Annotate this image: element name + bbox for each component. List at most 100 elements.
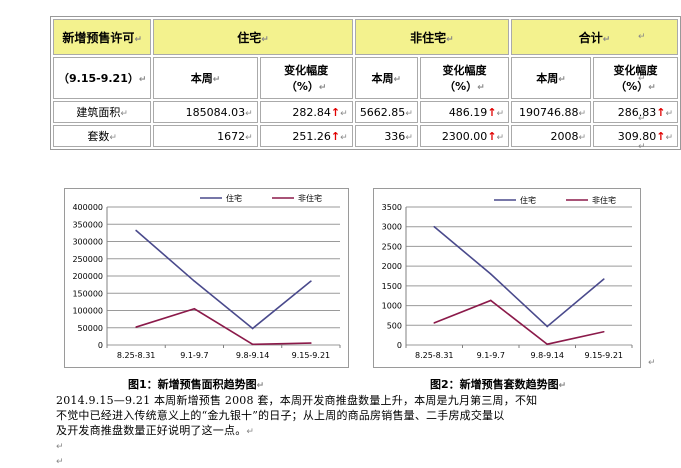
header-res-week: 本周↵ [153, 57, 258, 99]
paragraph-line: 及开发商推盘数量正好说明了这一点。↵ [56, 424, 255, 437]
y-tick-label: 200000 [72, 272, 103, 281]
data-point [251, 327, 254, 330]
series-line-1 [135, 307, 311, 346]
data-point [433, 322, 436, 324]
paragraph-mark: ↵ [648, 358, 656, 368]
table-header-row: 新增预售许可↵ 住宅↵ 非住宅↵ 合计↵ [53, 19, 678, 55]
units-trend-svg: 0 500 1000 1500 2000 2500 3000 3500 8.25-8.31 9.1… [382, 195, 633, 360]
chart1-caption: 图1：新增预售面积趋势图↵ [128, 378, 265, 391]
up-arrow-icon: ↑ [330, 129, 341, 143]
cell-res-change: 282.84↑↵ [259, 101, 353, 123]
chart-area-trend: 0 50000 100000 150000 200000 250000 300000 3500… [64, 188, 349, 368]
y-tick-label: 1000 [382, 302, 402, 311]
up-arrow-icon: ↑ [656, 129, 666, 143]
cell-tot-change: 309.80↑↵ [593, 125, 678, 147]
y-tick-label: 3000 [382, 223, 402, 232]
paragraph-mark: ↵ [56, 457, 64, 467]
y-tick-label: 0 [397, 341, 402, 350]
legend-label: 非住宅 [298, 193, 322, 203]
data-point [489, 299, 492, 302]
up-arrow-icon: ↑ [487, 129, 497, 143]
cell-non-change: 2300.00↑↵ [419, 125, 510, 147]
y-tick-label: 350000 [72, 220, 103, 229]
legend-label: 非住宅 [592, 195, 616, 205]
x-tick-label: 9.8-9.14 [236, 351, 269, 360]
header-non-residential: 非住宅↵ [354, 19, 510, 55]
data-point [135, 326, 137, 328]
table-row: 建筑面积↵ 185084.03↵ 282.84↑↵ 5662.85↵ 486.1… [53, 101, 678, 123]
x-tick-label: 9.1-9.7 [180, 351, 208, 360]
paragraph-mark: ↵ [638, 142, 646, 152]
table-subheader-row: （9.15-9.21）↵ 本周↵ 变化幅度 （%）↵ 本周↵ 变化幅度 （%）↵ 本… [53, 57, 678, 99]
cell-tot-week: 2008↵ [511, 125, 592, 147]
data-point [310, 342, 312, 344]
y-tick-label: 300000 [72, 238, 103, 247]
header-residential: 住宅↵ [153, 19, 353, 55]
cell-non-change: 486.19↑↵ [419, 101, 510, 123]
data-point [251, 343, 254, 346]
legend-label: 住宅 [520, 195, 536, 205]
y-tick-label: 0 [98, 341, 103, 350]
body-paragraph: 2014.9.15—9.21 本周新增预售 2008 套，本周开发商推盘数量上升… [56, 393, 636, 440]
paragraph-mark: ↵ [638, 114, 646, 124]
y-tick-label: 50000 [78, 324, 103, 333]
y-tick-label: 2500 [382, 242, 402, 251]
cell-tot-change: 286.83↑↵ [593, 101, 678, 123]
paragraph-line: 不觉中已经进入传统意义上的“金九银十”的日子；从上周的商品房销售量、二手房成交量… [56, 409, 505, 422]
data-point [135, 229, 137, 232]
series-line-0 [433, 226, 605, 328]
paragraph-line: 2014.9.15—9.21 本周新增预售 2008 套，本周开发商推盘数量上升… [56, 394, 538, 407]
data-point [602, 278, 605, 280]
x-tick-label: 9.15-9.21 [584, 351, 623, 360]
x-tick-label: 9.1-9.7 [477, 351, 505, 360]
header-period: （9.15-9.21）↵ [53, 57, 152, 99]
header-non-week: 本周↵ [354, 57, 418, 99]
paragraph-mark: ↵ [56, 442, 64, 452]
table-row: 套数↵ 1672↵ 251.26↑↵ 336↵ 2300.00↑↵ 2008↵ … [53, 125, 678, 147]
cell-res-week: 185084.03↵ [153, 101, 258, 123]
area-trend-svg: 0 50000 100000 150000 200000 250000 300000 3500… [72, 193, 341, 360]
y-tick-label: 400000 [72, 203, 103, 212]
cell-res-week: 1672↵ [153, 125, 258, 147]
y-tick-label: 250000 [72, 255, 103, 264]
cell-res-change: 251.26↑↵ [259, 125, 353, 147]
header-res-change: 变化幅度 （%）↵ [259, 57, 353, 99]
row-label-area: 建筑面积↵ [53, 101, 152, 123]
legend-label: 住宅 [226, 193, 242, 203]
up-arrow-icon: ↑ [656, 105, 666, 119]
header-new-presale: 新增预售许可↵ [53, 19, 152, 55]
header-tot-week: 本周↵ [511, 57, 592, 99]
data-point [433, 225, 436, 228]
x-tick-label: 9.8-9.14 [531, 351, 564, 360]
y-tick-label: 1500 [382, 282, 402, 291]
data-point [193, 280, 196, 282]
data-point [546, 343, 549, 346]
data-point [193, 307, 196, 310]
presale-stats-table: 新增预售许可↵ 住宅↵ 非住宅↵ 合计↵ （9.15-9.21）↵ 本周↵ 变化… [50, 16, 681, 150]
series-line-0 [135, 229, 312, 330]
data-point [546, 325, 549, 328]
row-label-units: 套数↵ [53, 125, 152, 147]
cell-non-week: 336↵ [354, 125, 418, 147]
header-non-change: 变化幅度 （%）↵ [419, 57, 510, 99]
y-tick-label: 3500 [382, 203, 402, 212]
x-tick-label: 8.25-8.31 [117, 351, 156, 360]
y-tick-label: 500 [387, 321, 402, 330]
up-arrow-icon: ↑ [487, 105, 497, 119]
chart-units-trend: 0 500 1000 1500 2000 2500 3000 3500 8.25-8.31 9.1… [373, 188, 641, 368]
cell-non-week: 5662.85↵ [354, 101, 418, 123]
data-point [310, 280, 312, 282]
x-tick-label: 8.25-8.31 [415, 351, 454, 360]
header-tot-change: 变化幅度 （%）↵ [593, 57, 678, 99]
data-point [489, 273, 492, 275]
up-arrow-icon: ↑ [330, 105, 341, 119]
paragraph-mark: ↵ [638, 74, 646, 84]
y-tick-label: 100000 [72, 307, 103, 316]
x-tick-label: 9.15-9.21 [292, 351, 331, 360]
cell-tot-week: 190746.88↵ [511, 101, 592, 123]
chart2-caption: 图2：新增预售套数趋势图↵ [430, 378, 567, 391]
header-total: 合计↵ [511, 19, 678, 55]
data-point [602, 330, 605, 333]
y-tick-label: 2000 [382, 262, 402, 271]
y-tick-label: 150000 [72, 289, 103, 298]
